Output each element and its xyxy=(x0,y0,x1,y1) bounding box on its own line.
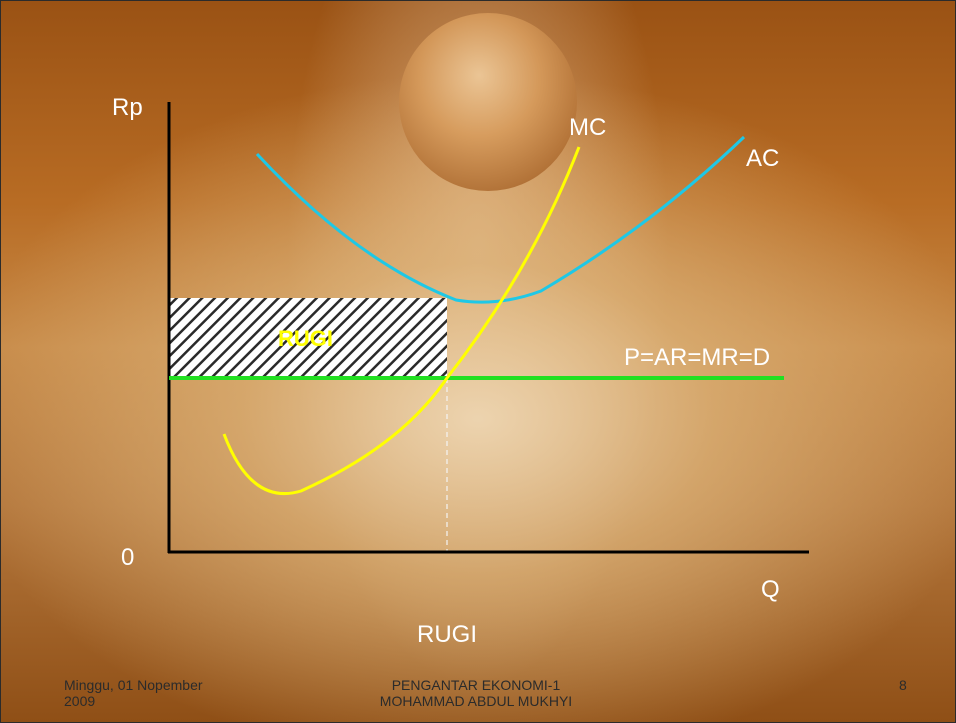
ac-curve xyxy=(255,135,746,304)
footer-date-line1: Minggu, 01 Nopember xyxy=(64,677,203,693)
y-axis-label: Rp xyxy=(112,94,143,121)
mc-curve xyxy=(222,146,581,496)
footer-course: PENGANTAR EKONOMI-1 MOHAMMAD ABDUL MUKHY… xyxy=(341,677,611,709)
footer-date-line2: 2009 xyxy=(64,693,96,709)
price-line-label: P=AR=MR=D xyxy=(624,344,771,371)
mc-curve-label: MC xyxy=(569,114,607,141)
loss-area-label: RUGI xyxy=(278,326,333,351)
loss-area xyxy=(169,298,447,378)
footer-course-title: PENGANTAR EKONOMI-1 xyxy=(391,677,561,693)
diagram-caption: RUGI xyxy=(417,621,477,648)
slide-number: 8 xyxy=(899,677,907,693)
origin-label: 0 xyxy=(121,544,135,571)
decorative-orb xyxy=(399,13,577,191)
footer-date: Minggu, 01 Nopember 2009 xyxy=(64,677,203,709)
ac-curve-label: AC xyxy=(746,145,780,172)
footer-author: MOHAMMAD ABDUL MUKHYI xyxy=(379,693,573,709)
x-axis-label: Q xyxy=(761,576,780,603)
